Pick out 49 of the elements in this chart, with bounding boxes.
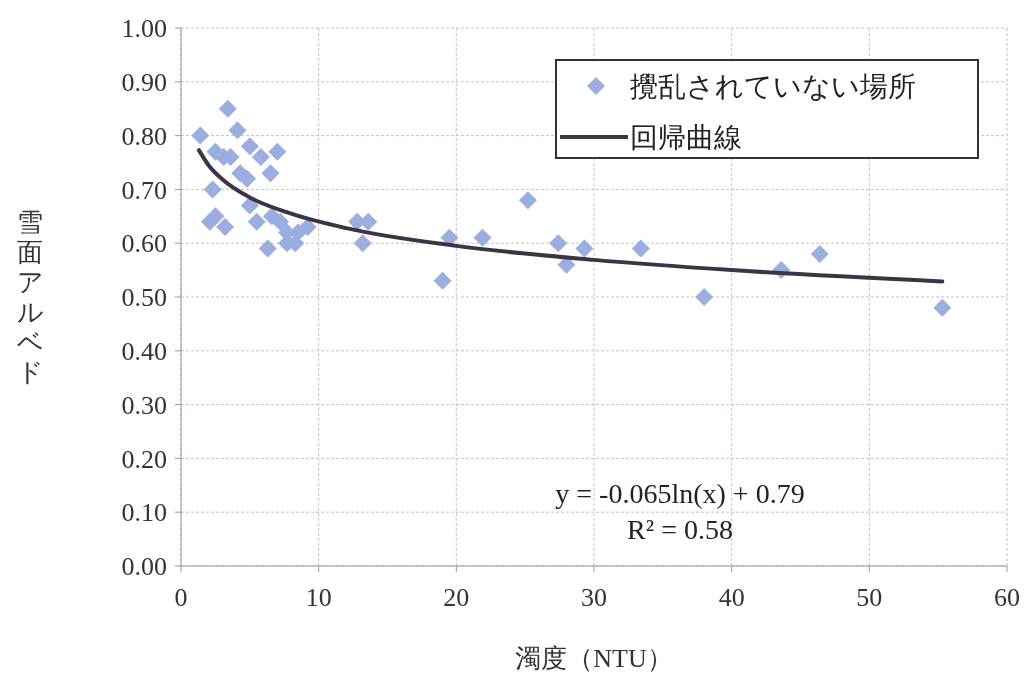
point <box>933 298 952 317</box>
x-tick-label: 20 <box>443 583 470 612</box>
point <box>218 99 237 118</box>
point <box>247 212 266 231</box>
x-axis-title: 濁度（NTU） <box>515 644 673 673</box>
point <box>575 239 594 258</box>
x-tick-label: 0 <box>174 583 188 612</box>
point <box>251 148 270 167</box>
point <box>258 239 277 258</box>
point <box>518 191 537 210</box>
x-tick-label: 50 <box>856 583 883 612</box>
y-tick-label: 0.00 <box>121 552 167 582</box>
point <box>473 228 492 247</box>
point <box>353 234 372 253</box>
point <box>240 196 259 215</box>
x-tick-label: 30 <box>581 583 607 612</box>
annotation: y = -0.065ln(x) + 0.79 <box>555 478 805 509</box>
point <box>200 212 219 231</box>
y-tick-label: 0.70 <box>121 175 167 205</box>
y-tick-label: 0.50 <box>121 283 167 313</box>
point <box>216 218 235 237</box>
point <box>631 239 650 258</box>
point <box>298 218 317 237</box>
legend-label: 回帰曲線 <box>630 121 742 153</box>
point <box>810 244 829 263</box>
x-tick-label: 60 <box>994 583 1020 612</box>
legend-label: 攪乱されていない場所 <box>630 70 916 102</box>
y-tick-label: 1.00 <box>121 14 167 44</box>
y-tick-label: 0.60 <box>121 229 167 259</box>
y-tick-label: 0.80 <box>121 121 167 151</box>
point <box>271 212 290 231</box>
x-tick-label: 40 <box>718 583 745 612</box>
x-tick-label: 10 <box>305 583 332 612</box>
point <box>695 288 714 306</box>
y-tick-label: 0.30 <box>121 390 167 420</box>
y-axis-title: 雪面アルベド <box>16 208 44 388</box>
point <box>191 126 210 145</box>
y-tick-label: 0.20 <box>121 444 167 474</box>
point <box>433 271 452 290</box>
annotation: R² = 0.58 <box>627 514 733 545</box>
point <box>228 121 247 140</box>
point <box>261 164 280 183</box>
point <box>240 137 259 156</box>
point <box>549 234 568 253</box>
y-tick-label: 0.40 <box>121 336 167 366</box>
point <box>203 180 222 199</box>
point <box>268 142 287 161</box>
y-tick-label: 0.90 <box>121 67 167 97</box>
y-tick-label: 0.10 <box>121 498 167 528</box>
